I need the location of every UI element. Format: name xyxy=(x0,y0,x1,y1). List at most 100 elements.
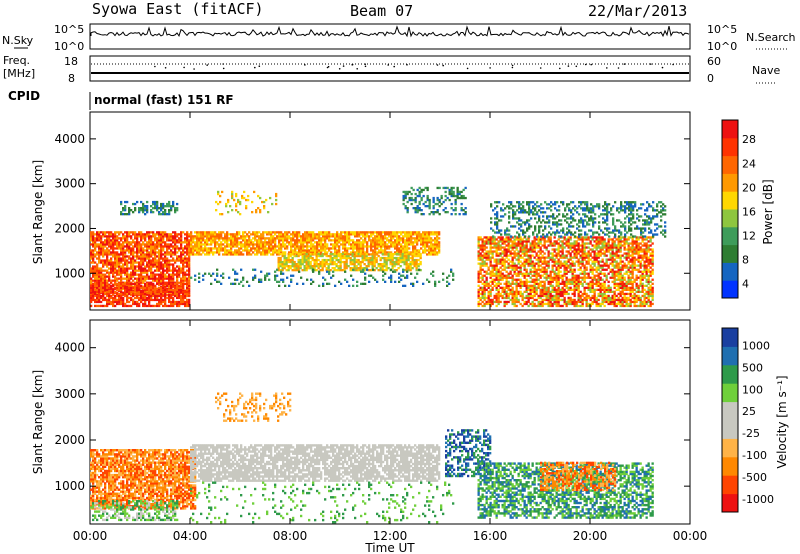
heatmap-cell xyxy=(152,265,155,268)
heatmap-cell xyxy=(122,209,125,212)
heatmap-cell xyxy=(535,244,538,247)
heatmap-cell xyxy=(122,237,125,240)
heatmap-cell xyxy=(186,253,189,256)
heatmap-cell xyxy=(424,241,427,244)
heatmap-cell xyxy=(138,296,141,300)
heatmap-cell xyxy=(525,274,528,277)
heatmap-cell xyxy=(452,190,455,194)
heatmap-cell xyxy=(134,207,137,210)
heatmap-cell xyxy=(120,202,123,206)
heatmap-cell xyxy=(104,259,107,262)
heatmap-cell xyxy=(563,292,566,296)
heatmap-cell xyxy=(114,269,117,272)
heatmap-cell xyxy=(549,300,552,304)
heatmap-cell xyxy=(132,275,135,278)
heatmap-cell xyxy=(416,251,419,254)
heatmap-cell xyxy=(242,284,245,287)
heatmap-cell xyxy=(541,262,544,265)
heatmap-cell xyxy=(156,304,159,308)
heatmap-cell xyxy=(294,249,297,252)
heatmap-cell xyxy=(234,251,237,254)
heatmap-cell xyxy=(98,271,101,274)
heatmap-cell xyxy=(505,278,508,281)
heatmap-cell xyxy=(559,290,562,293)
heatmap-cell xyxy=(285,265,288,268)
heatmap-cell xyxy=(146,255,149,258)
heatmap-cell xyxy=(438,280,441,283)
heatmap-cell xyxy=(561,282,564,285)
heatmap-cell xyxy=(380,233,383,236)
heatmap-cell xyxy=(116,286,119,289)
heatmap-cell xyxy=(319,260,322,264)
heatmap-cell xyxy=(270,237,273,240)
heatmap-cell xyxy=(116,231,119,234)
heatmap-cell xyxy=(156,279,159,282)
heatmap-cell xyxy=(533,250,536,253)
heatmap-cell xyxy=(393,269,396,272)
heatmap-cell xyxy=(338,247,341,250)
heatmap-cell xyxy=(156,302,159,306)
heatmap-cell xyxy=(146,253,149,256)
heatmap-cell xyxy=(402,247,405,250)
heatmap-cell xyxy=(154,245,157,248)
heatmap-cell xyxy=(148,265,151,268)
heatmap-cell xyxy=(390,235,393,238)
heatmap-cell xyxy=(186,294,189,298)
heatmap-cell xyxy=(324,249,327,252)
heatmap-cell xyxy=(156,263,159,266)
heatmap-cell xyxy=(202,231,205,234)
heatmap-cell xyxy=(132,269,135,272)
heatmap-cell xyxy=(282,278,285,281)
heatmap-cell xyxy=(373,258,376,262)
heatmap-cell xyxy=(96,243,99,246)
heatmap-cell xyxy=(352,241,355,244)
heatmap-cell xyxy=(252,247,255,250)
heatmap-cell xyxy=(176,281,179,284)
heatmap-cell xyxy=(446,284,449,287)
heatmap-cell xyxy=(515,246,518,249)
heatmap-cell xyxy=(346,239,349,242)
heatmap-cell xyxy=(299,252,302,256)
heatmap-cell xyxy=(124,207,127,210)
heatmap-cell xyxy=(248,237,251,240)
heatmap-cell xyxy=(104,296,107,300)
heatmap-cell xyxy=(178,304,181,308)
heatmap-cell xyxy=(418,251,421,254)
heatmap-cell xyxy=(170,251,173,254)
heatmap-cell xyxy=(162,253,165,256)
heatmap-cell xyxy=(551,244,554,247)
heatmap-cell xyxy=(539,246,542,249)
heatmap-cell xyxy=(144,237,147,240)
heatmap-cell xyxy=(378,251,381,254)
heatmap-cell xyxy=(122,257,125,260)
heatmap-cell xyxy=(277,263,280,266)
heatmap-cell xyxy=(212,239,215,242)
heatmap-cell xyxy=(132,271,135,274)
nave-dot xyxy=(442,64,445,67)
heatmap-cell xyxy=(122,291,125,294)
heatmap-cell xyxy=(379,256,382,260)
heatmap-cell xyxy=(230,237,233,240)
heatmap-cell xyxy=(324,251,327,254)
heatmap-cell xyxy=(337,260,340,264)
heatmap-cell xyxy=(140,247,143,250)
heatmap-cell xyxy=(336,233,339,236)
heatmap-cell xyxy=(220,282,223,285)
heatmap-cell xyxy=(116,300,119,304)
heatmap-cell xyxy=(90,255,93,258)
heatmap-cell xyxy=(172,263,175,266)
heatmap-cell xyxy=(106,293,109,296)
heatmap-cell xyxy=(172,273,175,276)
heatmap-cell xyxy=(186,304,189,308)
heatmap-cell xyxy=(324,239,327,242)
heatmap-cell xyxy=(446,280,449,283)
heatmap-cell xyxy=(519,268,522,271)
heatmap-cell xyxy=(174,249,177,252)
heatmap-cell xyxy=(90,267,93,270)
heatmap-cell xyxy=(378,239,381,242)
heatmap-cell xyxy=(409,256,412,260)
heatmap-cell xyxy=(116,241,119,244)
heatmap-cell xyxy=(543,238,546,241)
heatmap-cell xyxy=(92,271,95,274)
heatmap-cell xyxy=(94,233,97,236)
